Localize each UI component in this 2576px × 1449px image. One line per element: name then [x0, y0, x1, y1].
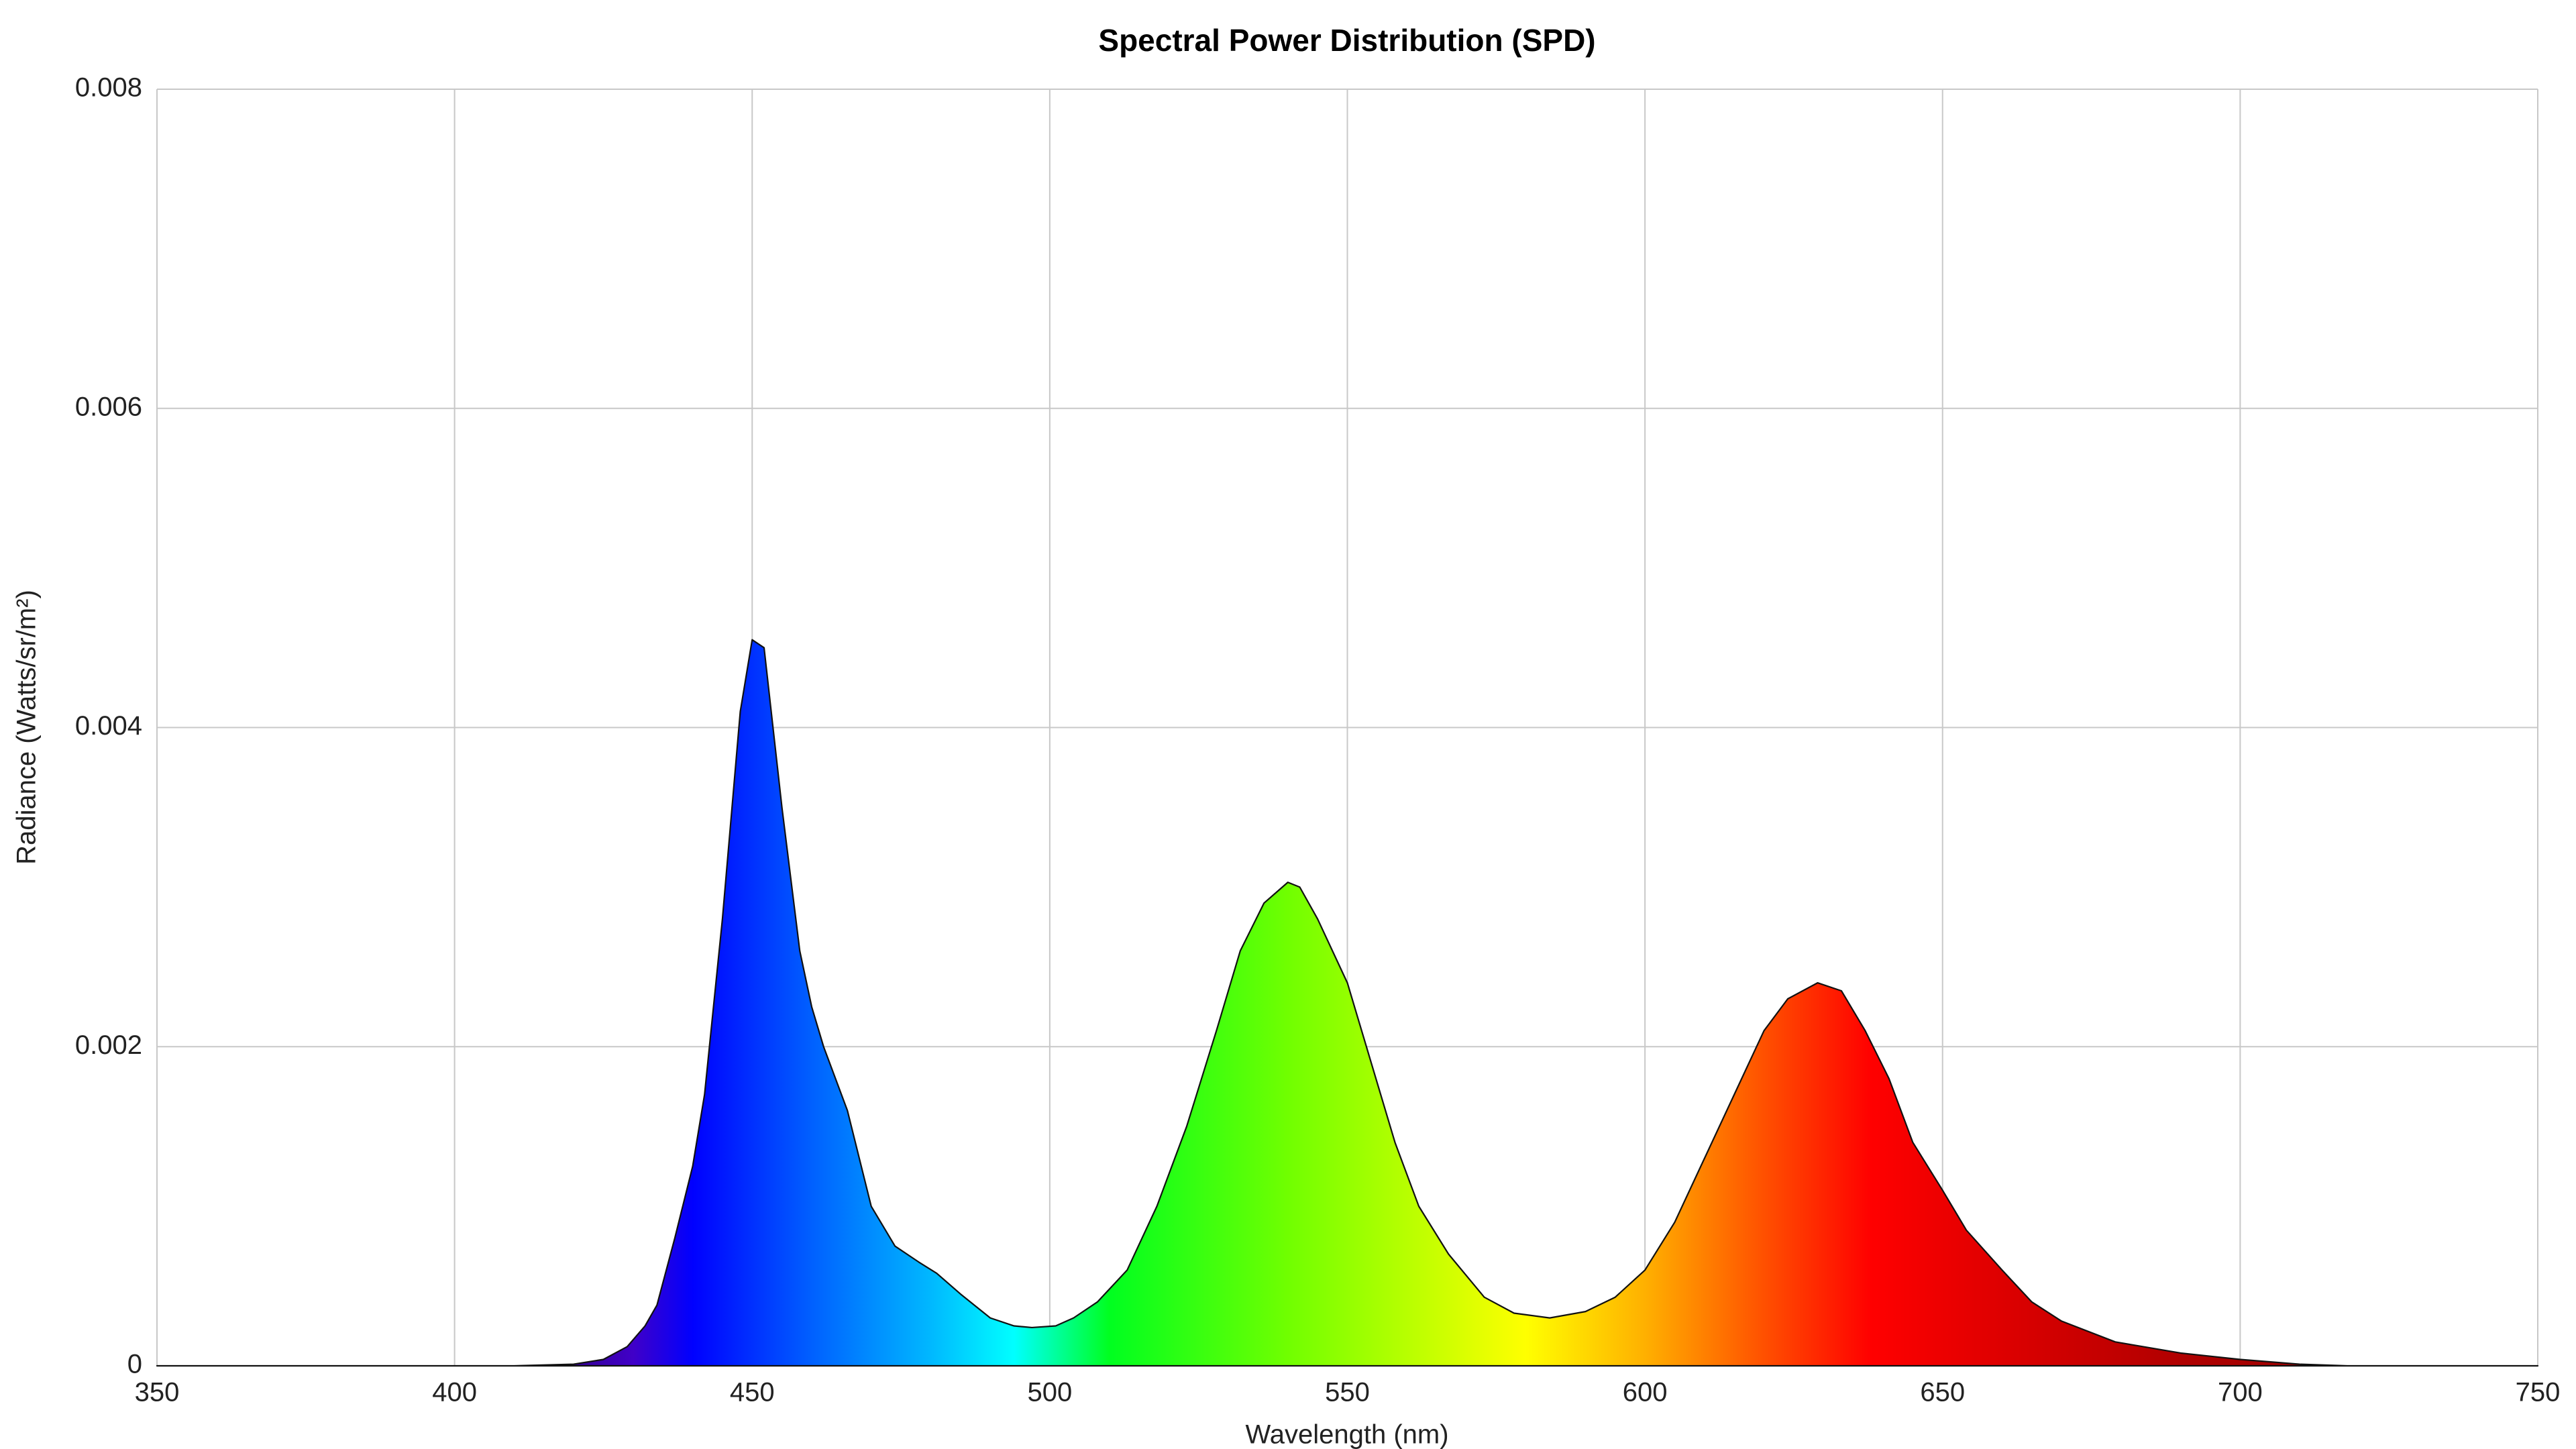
y-axis-label: Radiance (Watts/sr/m²) — [12, 590, 42, 865]
x-tick-label: 750 — [2516, 1378, 2561, 1407]
x-tick-label: 550 — [1325, 1378, 1370, 1407]
y-tick-label: 0.004 — [75, 711, 142, 741]
chart-title: Spectral Power Distribution (SPD) — [1098, 23, 1595, 58]
y-tick-label: 0.002 — [75, 1030, 142, 1060]
x-tick-label: 600 — [1623, 1378, 1668, 1407]
x-tick-label: 700 — [2218, 1378, 2263, 1407]
x-tick-label: 450 — [730, 1378, 775, 1407]
x-tick-label: 400 — [432, 1378, 477, 1407]
x-axis-label: Wavelength (nm) — [1245, 1420, 1448, 1449]
x-tick-label: 650 — [1920, 1378, 1965, 1407]
x-tick-label: 350 — [135, 1378, 180, 1407]
spectrum-area — [156, 639, 2539, 1367]
x-tick-label: 500 — [1028, 1378, 1073, 1407]
y-tick-label: 0 — [127, 1350, 142, 1379]
y-tick-label: 0.008 — [75, 73, 142, 103]
y-tick-label: 0.006 — [75, 392, 142, 421]
